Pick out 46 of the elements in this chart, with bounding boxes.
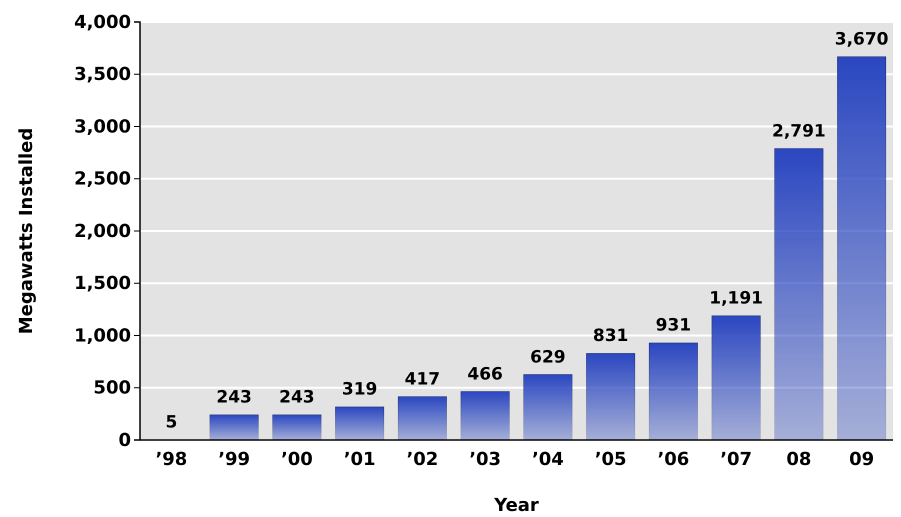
- y-tick-label: 2,500: [74, 168, 131, 190]
- bar: [648, 342, 698, 440]
- data-label: 466: [467, 364, 503, 384]
- x-tick-label: ’06: [657, 448, 690, 470]
- bar: [711, 315, 762, 440]
- y-tick-label: 2,000: [74, 220, 131, 242]
- data-label: 629: [530, 347, 566, 368]
- data-label: 417: [404, 369, 440, 390]
- bar: [460, 390, 510, 440]
- x-tick-label: ’02: [406, 448, 438, 470]
- bar: [586, 352, 636, 440]
- y-axis-title: Megawatts Installed: [16, 128, 37, 334]
- y-tick-label: 4,000: [74, 12, 131, 33]
- bar: [774, 148, 824, 440]
- x-tick-label: ’98: [155, 448, 188, 470]
- bar: [522, 374, 573, 440]
- x-tick-label: ’00: [280, 448, 313, 470]
- y-tick-label: 1,000: [74, 325, 131, 346]
- bar: [272, 414, 322, 440]
- y-tick-label: 3,000: [74, 116, 131, 138]
- data-label: 243: [216, 388, 252, 408]
- data-label: 319: [342, 380, 378, 400]
- data-label: 2,791: [772, 121, 826, 142]
- x-tick-label: ’05: [594, 448, 627, 470]
- x-axis-title: Year: [493, 495, 539, 516]
- y-tick-label: 1,500: [74, 273, 131, 294]
- data-label: 3,670: [834, 29, 889, 50]
- y-tick-label: 500: [93, 378, 131, 399]
- bar: [836, 56, 887, 440]
- x-tick-label: 09: [849, 448, 874, 470]
- data-label: 1,191: [709, 288, 764, 309]
- y-tick-label: 3,500: [74, 64, 131, 86]
- x-tick-label: 08: [786, 448, 812, 470]
- x-tick-label: ’07: [720, 448, 752, 470]
- bar: [397, 396, 448, 440]
- x-tick-label: ’04: [532, 448, 564, 470]
- x-tick-label: ’01: [344, 448, 376, 470]
- data-label: 5: [165, 412, 178, 432]
- bar: [334, 406, 385, 440]
- y-tick-label: 0: [118, 430, 131, 451]
- data-label: 243: [279, 388, 315, 408]
- data-label: 831: [592, 326, 628, 346]
- x-tick-label: ’03: [469, 448, 502, 470]
- data-label: 931: [656, 316, 692, 336]
- bar: [209, 414, 260, 440]
- x-tick-label: ’99: [218, 448, 250, 470]
